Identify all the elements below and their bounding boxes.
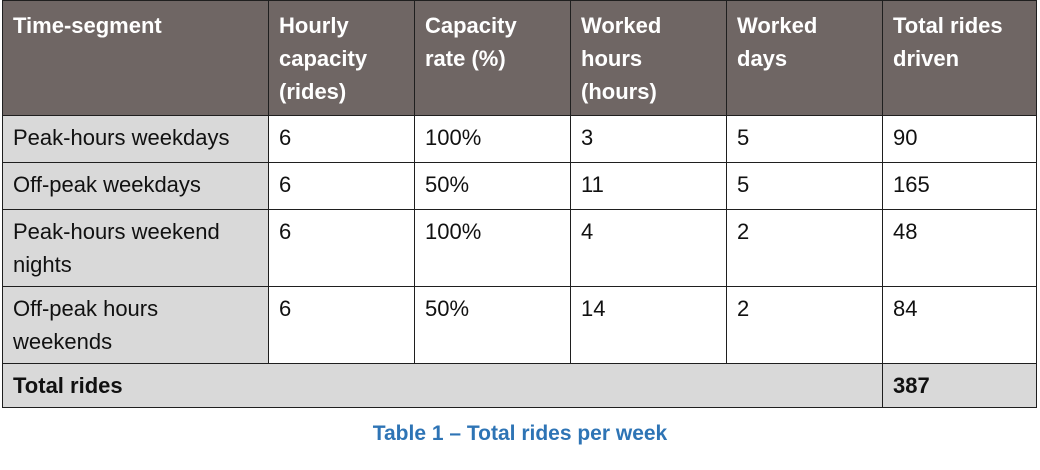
table-cell: 2 <box>726 209 883 287</box>
table-cell: 6 <box>268 115 415 163</box>
header-worked-hours: Worked hours (hours) <box>570 0 727 116</box>
table-cell: 6 <box>268 162 415 210</box>
table-cell: 165 <box>882 162 1037 210</box>
table-row: Off-peak hours weekends 6 50% 14 2 84 <box>2 286 1037 364</box>
table-cell: 50% <box>414 162 571 210</box>
table-cell: 6 <box>268 209 415 287</box>
table-cell: 14 <box>570 286 727 364</box>
table-cell: 100% <box>414 209 571 287</box>
total-value: 387 <box>882 363 1037 408</box>
table-row: Peak-hours weekend nights 6 100% 4 2 48 <box>2 209 1037 287</box>
row-label: Off-peak weekdays <box>2 162 269 210</box>
table-cell: 4 <box>570 209 727 287</box>
row-label: Peak-hours weekend nights <box>2 209 269 287</box>
table-cell: 100% <box>414 115 571 163</box>
table-cell: 6 <box>268 286 415 364</box>
table-cell: 11 <box>570 162 727 210</box>
table-cell: 5 <box>726 162 883 210</box>
header-capacity-rate: Capacity rate (%) <box>414 0 571 116</box>
rides-table: Time-segment Hourly capacity (rides) Cap… <box>2 0 1037 408</box>
table-cell: 90 <box>882 115 1037 163</box>
row-label: Off-peak hours weekends <box>2 286 269 364</box>
total-label: Total rides <box>2 363 883 408</box>
table-row: Peak-hours weekdays 6 100% 3 5 90 <box>2 115 1037 163</box>
table-row: Off-peak weekdays 6 50% 11 5 165 <box>2 162 1037 210</box>
table-cell: 84 <box>882 286 1037 364</box>
header-time-segment: Time-segment <box>2 0 269 116</box>
table-cell: 50% <box>414 286 571 364</box>
row-label: Peak-hours weekdays <box>2 115 269 163</box>
table-cell: 3 <box>570 115 727 163</box>
table-header-row: Time-segment Hourly capacity (rides) Cap… <box>2 0 1037 116</box>
table-cell: 2 <box>726 286 883 364</box>
table-cell: 48 <box>882 209 1037 287</box>
total-row: Total rides 387 <box>2 363 1037 408</box>
header-hourly-capacity: Hourly capacity (rides) <box>268 0 415 116</box>
table-caption: Table 1 – Total rides per week <box>372 422 668 445</box>
header-total-rides-driven: Total rides driven <box>882 0 1037 116</box>
header-worked-days: Worked days <box>726 0 883 116</box>
table-cell: 5 <box>726 115 883 163</box>
